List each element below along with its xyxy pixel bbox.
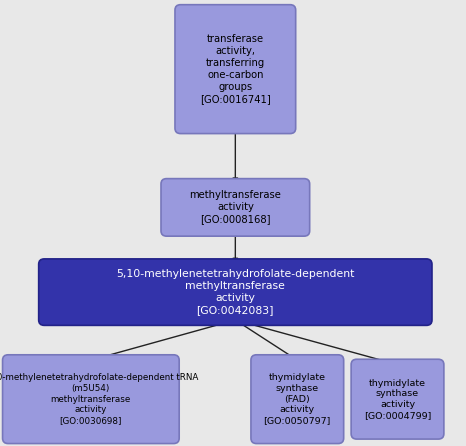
- Text: thymidylate
synthase
activity
[GO:0004799]: thymidylate synthase activity [GO:000479…: [364, 379, 431, 420]
- FancyBboxPatch shape: [161, 178, 310, 236]
- Text: thymidylate
synthase
(FAD)
activity
[GO:0050797]: thymidylate synthase (FAD) activity [GO:…: [264, 373, 331, 425]
- Text: 5,10-methylenetetrahydrofolate-dependent tRNA
(m5U54)
methyltransferase
activity: 5,10-methylenetetrahydrofolate-dependent…: [0, 373, 199, 425]
- FancyBboxPatch shape: [3, 355, 179, 443]
- Text: 5,10-methylenetetrahydrofolate-dependent
methyltransferase
activity
[GO:0042083]: 5,10-methylenetetrahydrofolate-dependent…: [116, 269, 355, 315]
- FancyBboxPatch shape: [175, 5, 296, 134]
- FancyBboxPatch shape: [351, 359, 444, 439]
- FancyBboxPatch shape: [39, 259, 432, 326]
- Text: methyltransferase
activity
[GO:0008168]: methyltransferase activity [GO:0008168]: [189, 190, 281, 224]
- FancyBboxPatch shape: [251, 355, 343, 443]
- Text: transferase
activity,
transferring
one-carbon
groups
[GO:0016741]: transferase activity, transferring one-c…: [200, 34, 271, 104]
